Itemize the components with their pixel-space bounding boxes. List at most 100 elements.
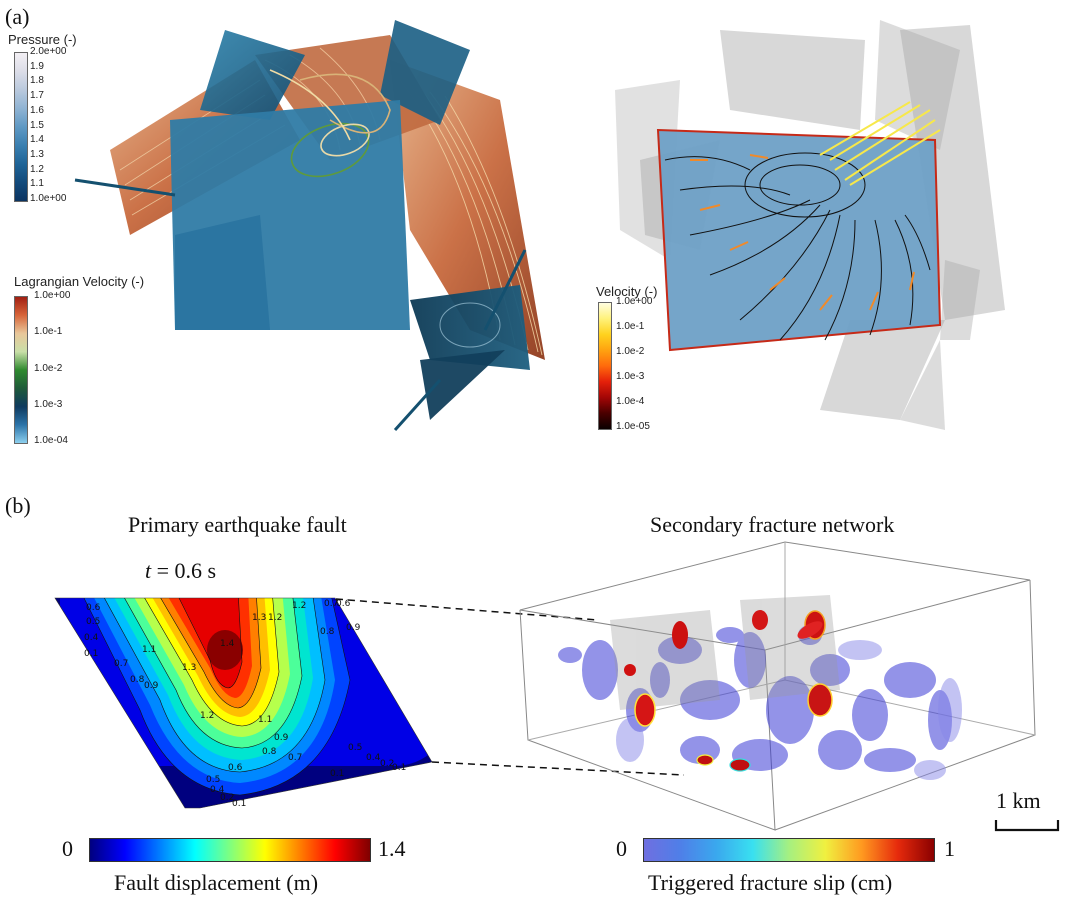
contour-label: 0.7 — [288, 753, 302, 763]
colorbar-tick-label: 1.0e+00 — [34, 290, 71, 301]
pressure-colorbar — [14, 52, 28, 202]
contour-label: 1.2 — [200, 711, 214, 721]
contour-lines — [79, 598, 351, 796]
contour-label: 0.6 — [228, 763, 243, 773]
gray-fault-planes — [615, 20, 1005, 430]
contour-label: 0.5 — [206, 775, 220, 785]
pressure-colorbar-ticks: 2.0e+00 1.9 1.8 1.7 1.6 1.5 1.4 1.3 1.2 1.1 1.0e+0… — [30, 47, 90, 207]
velocity-arrows-bright — [819, 101, 941, 186]
time-label: t = 0.6 s — [145, 558, 216, 584]
velocity-colorbar-title: Velocity (-) — [596, 284, 658, 299]
fault-displacement-contour-map: 1.4 1.3 1.2 1.1 1.3 1.2 1.1 0.9 0.8 0.7 … — [54, 597, 433, 809]
colorbar-tick-label: 1.3 — [30, 148, 44, 160]
fault-outline — [54, 597, 433, 809]
colorbar-tick-label: 1.0e-04 — [34, 435, 68, 446]
fault-colorbar-max: 1.4 — [378, 836, 406, 861]
contour-label: 0.8 — [130, 675, 145, 685]
lagrangian-colorbar-title: Lagrangian Velocity (-) — [14, 274, 145, 289]
lagrangian-colorbar-ticks: 1.0e+00 1.0e-1 1.0e-2 1.0e-3 1.0e-04 — [34, 291, 94, 451]
fault-colorbar-min: 0 — [62, 836, 73, 861]
contour-label: 0.1 — [330, 769, 344, 779]
contour-label: 0.9 — [346, 623, 361, 633]
colorbar-tick-label: 1.2 — [30, 163, 44, 175]
colorbar-tick-label: 1.7 — [30, 90, 44, 102]
colorbar-tick-label: 1.0e-1 — [34, 326, 63, 338]
colorbar-tick-label: 1.0e-2 — [616, 346, 645, 357]
primary-fault-title: Primary earthquake fault — [128, 512, 347, 537]
slip-colorbar-title: Triggered fracture slip (cm) — [648, 870, 893, 895]
velocity-field-3d-view — [615, 20, 1005, 430]
contour-label: 0.2 — [380, 759, 394, 769]
time-variable: t — [145, 558, 152, 583]
contour-label: 0.4 — [366, 753, 381, 763]
colorbar-tick-label: 1.9 — [30, 60, 44, 72]
contour-label: 1.4 — [220, 639, 235, 649]
contour-label: 0.1 — [232, 799, 246, 809]
fault-plane-lower-right-dark — [410, 285, 530, 420]
contour-label: 0.7 — [324, 599, 338, 609]
contour-label: 1.3 — [182, 663, 196, 673]
contour-label: 0.9 — [144, 681, 159, 691]
secondary-network-title: Secondary fracture network — [650, 512, 895, 537]
contour-label: 0.2 — [220, 793, 234, 803]
colorbar-tick-label: 1.0e+00 — [30, 193, 67, 204]
fracture-network-3d-view — [519, 541, 1036, 831]
fault-plane-main-blue — [170, 100, 410, 330]
panel-a-label: (a) — [5, 4, 30, 29]
colorbar-tick-label: 1.6 — [30, 104, 44, 116]
contour-label: 1.3 — [252, 613, 266, 623]
velocity-arrows-orange — [690, 154, 915, 311]
colorbar-tick-label: 1.0e+00 — [616, 296, 653, 307]
contour-label: 0.7 — [114, 659, 128, 669]
high-slip-fractures — [624, 610, 833, 772]
colorbar-tick-label: 1.0e-05 — [616, 421, 650, 432]
colorbar-tick-label: 1.0e-1 — [616, 321, 645, 332]
thin-fault-strips — [74, 178, 527, 432]
contour-label: 1.2 — [292, 601, 306, 611]
contour-label: 0.9 — [274, 733, 289, 743]
slip-colorbar — [643, 838, 935, 862]
contour-label: 0.1 — [392, 763, 406, 773]
contour-label: 1.2 — [268, 613, 282, 623]
fracture-discs-light — [616, 640, 962, 780]
fault-displacement-colorbar — [89, 838, 371, 862]
scale-bar-label: 1 km — [996, 788, 1041, 813]
contour-label: 0.4 — [210, 785, 225, 795]
fault-colorbar-title: Fault displacement (m) — [114, 870, 319, 895]
contour-label: 1.1 — [142, 645, 156, 655]
colorbar-tick-label: 1.0e-2 — [34, 362, 63, 374]
colorbar-tick-label: 1.8 — [30, 75, 44, 87]
colorbar-tick-label: 1.1 — [30, 178, 44, 190]
colorbar-tick-label: 2.0e+00 — [30, 46, 67, 57]
colorbar-tick-label: 1.0e-3 — [34, 398, 63, 410]
velocity-streamlines — [664, 152, 931, 341]
fault-plane-teal-top — [200, 20, 470, 125]
contour-label: 0.1 — [84, 649, 98, 659]
colorbar-tick-label: 1.0e-3 — [616, 371, 645, 382]
velocity-plane — [656, 128, 942, 352]
colorbar-tick-label: 1.4 — [30, 134, 44, 146]
contour-label: 0.8 — [320, 627, 335, 637]
velocity-colorbar-ticks: 1.0e+00 1.0e-1 1.0e-2 1.0e-3 1.0e-4 1.0e-05 — [616, 297, 676, 437]
contour-label: 0.5 — [348, 743, 362, 753]
contour-label: 0.6 — [336, 599, 351, 609]
contour-label: 0.4 — [84, 633, 99, 643]
colorbar-tick-label: 1.0e-4 — [616, 396, 645, 407]
pressure-streamline-3d-view — [74, 20, 545, 432]
velocity-colorbar — [598, 302, 612, 430]
contour-label: 0.6 — [86, 603, 101, 613]
colorbar-tick-label: 1.5 — [30, 119, 44, 131]
pressure-colorbar-title: Pressure (-) — [8, 32, 77, 47]
contour-label: 0.8 — [262, 747, 277, 757]
panel-b-label: (b) — [5, 493, 31, 518]
contour-labels: 1.4 1.3 1.2 1.1 1.3 1.2 1.1 0.9 0.8 0.7 … — [84, 599, 406, 809]
scale-bar — [994, 820, 1060, 832]
time-value: = 0.6 s — [156, 558, 217, 583]
contour-label: 1.1 — [258, 715, 272, 725]
streamline-loops — [269, 69, 391, 178]
contour-label: 0.5 — [86, 617, 100, 627]
slip-colorbar-max: 1 — [944, 836, 955, 861]
lagrangian-colorbar — [14, 296, 28, 444]
fracture-discs — [558, 625, 952, 772]
